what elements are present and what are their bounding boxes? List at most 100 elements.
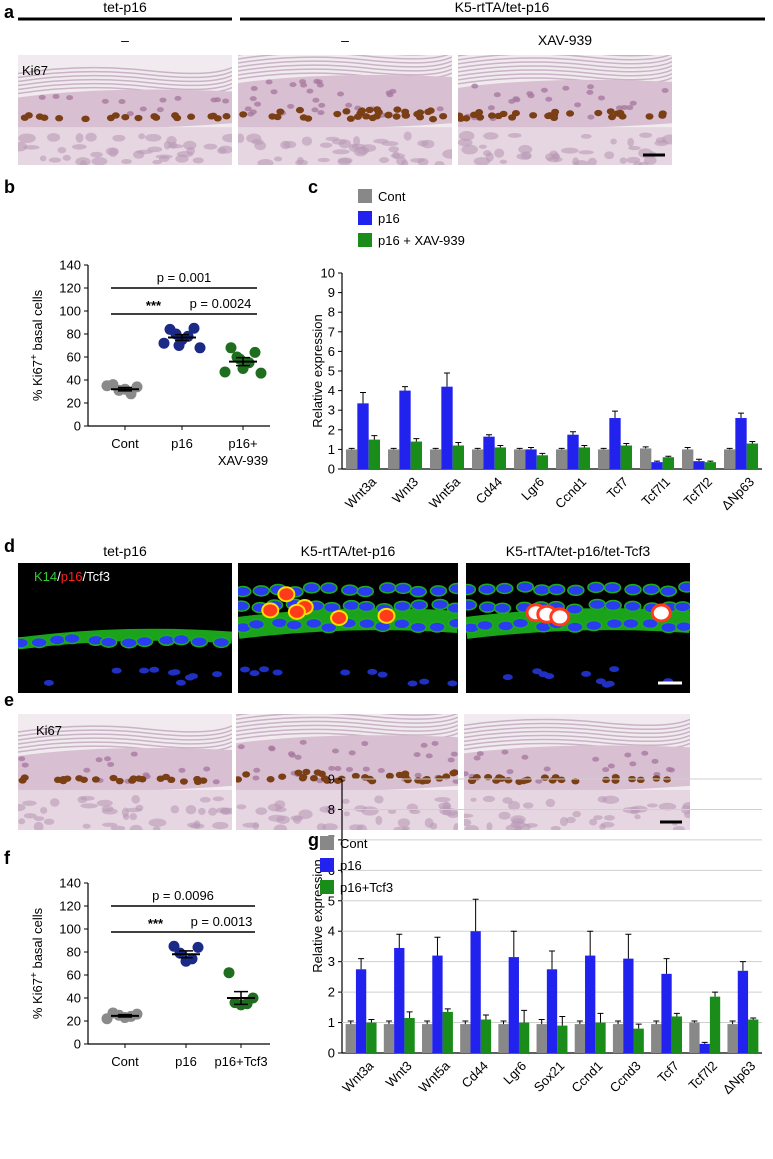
- dermal-cell: [522, 802, 534, 809]
- ki67-nucleus: [636, 776, 645, 784]
- dermal-cell: [573, 160, 589, 165]
- dermal-cell: [298, 809, 313, 820]
- dermal-cell: [273, 824, 288, 830]
- ki67-nucleus: [121, 113, 130, 121]
- dermal-cell: [203, 143, 218, 150]
- dermal-cell: [301, 136, 313, 146]
- x-tick-label: Wnt3a: [342, 474, 380, 512]
- error-bar: [234, 990, 248, 1006]
- nucleus: [299, 739, 307, 745]
- dapi: [674, 601, 690, 613]
- dapi: [135, 635, 154, 648]
- dermal-cell: [121, 158, 133, 165]
- error-bar: [444, 372, 450, 387]
- dapi: [495, 582, 514, 595]
- x-tick-label: Wnt5a: [426, 474, 464, 512]
- if-image: [238, 563, 458, 693]
- nucleus: [493, 92, 501, 98]
- y-tick-label: 0: [328, 462, 335, 477]
- nucleus: [348, 750, 356, 756]
- y-axis-title: Relative expression: [310, 314, 325, 427]
- dermal-cell: [317, 157, 330, 163]
- error-bar: [712, 991, 719, 997]
- error-bar: [402, 386, 408, 391]
- if-image: [18, 563, 232, 693]
- nucleus: [543, 766, 551, 772]
- dermal-cell: [48, 157, 62, 163]
- keratin: [458, 61, 672, 69]
- data-point: [219, 366, 231, 378]
- ki67-nucleus: [429, 115, 438, 123]
- y-tick-label: 0: [74, 1037, 81, 1052]
- data-point: [188, 322, 200, 334]
- dapi: [239, 666, 250, 673]
- y-tick-label: 140: [59, 876, 81, 891]
- x-tick-label: Tcf7: [654, 1058, 681, 1085]
- dapi: [340, 669, 351, 676]
- legend-label: p16: [340, 858, 362, 873]
- bar: [671, 1016, 683, 1053]
- dapi: [407, 680, 418, 687]
- dapi: [43, 679, 54, 686]
- data-point: [101, 380, 113, 392]
- legend-label: Cont: [378, 189, 406, 204]
- ki67-nucleus: [462, 115, 471, 122]
- keratin: [238, 55, 429, 56]
- ki67-nucleus: [111, 112, 120, 119]
- error-bar: [462, 1020, 469, 1025]
- nucleus: [414, 772, 422, 778]
- nucleus: [294, 754, 302, 760]
- nucleus: [107, 761, 115, 767]
- bar: [471, 449, 484, 469]
- dapi: [247, 618, 266, 631]
- dermal-cell: [91, 157, 108, 165]
- keratin: [238, 68, 452, 76]
- error-bar: [726, 447, 733, 450]
- error-bar: [570, 431, 576, 435]
- keratin: [236, 714, 458, 720]
- x-tick-label: Ccnd1: [552, 474, 589, 511]
- nucleus: [501, 749, 509, 755]
- dapi: [587, 581, 605, 594]
- keratin: [18, 741, 232, 749]
- dapi: [659, 621, 678, 634]
- bar: [735, 418, 747, 469]
- dapi: [641, 617, 659, 630]
- ki67-nucleus: [242, 771, 251, 778]
- ki67-nucleus: [81, 115, 90, 123]
- dermal-cell: [192, 157, 204, 164]
- error-bar: [528, 446, 534, 450]
- dermal-cell: [525, 823, 538, 828]
- bar: [689, 1022, 700, 1053]
- dermal-cell: [255, 807, 268, 815]
- y-axis-title: Relative expression: [310, 859, 325, 972]
- dapi: [431, 598, 449, 611]
- error-bar: [738, 412, 744, 419]
- dermal-cell: [185, 804, 197, 815]
- nucleus: [526, 91, 534, 97]
- bar: [723, 449, 736, 469]
- ki67-nucleus: [458, 112, 464, 119]
- error-bar: [701, 1041, 708, 1044]
- ki67-nucleus: [162, 773, 171, 781]
- x-tick-label: Cd44: [473, 474, 506, 507]
- bar: [574, 1024, 586, 1053]
- ki67-nucleus: [544, 112, 553, 120]
- dermal-cell: [23, 145, 40, 150]
- error-bar: [390, 447, 397, 450]
- keratin: [236, 728, 458, 736]
- dermal-cell: [603, 815, 615, 821]
- dapi: [502, 674, 513, 681]
- dapi: [238, 600, 251, 612]
- ki67-image: [18, 714, 232, 830]
- dermal-cell: [131, 794, 140, 804]
- stain-label: K14/p16/Tcf3: [34, 569, 110, 584]
- dermal-cell: [578, 150, 594, 155]
- ki67-nucleus: [476, 114, 485, 121]
- nucleus: [629, 761, 637, 767]
- nucleus: [268, 745, 276, 751]
- dapi: [675, 620, 690, 633]
- nucleus: [620, 104, 628, 110]
